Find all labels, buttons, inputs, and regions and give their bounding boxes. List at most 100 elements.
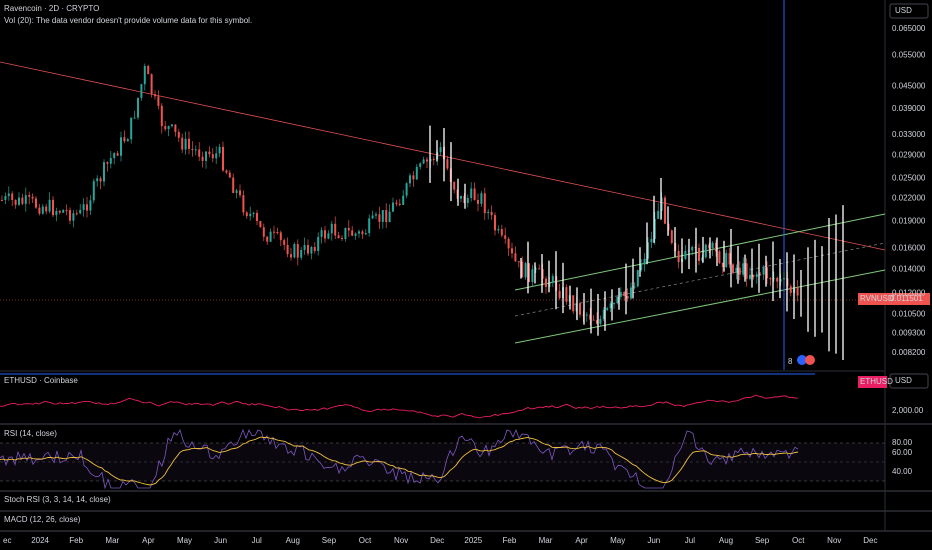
- candle-body: [650, 238, 653, 243]
- price-label: 0.022000: [892, 194, 926, 203]
- candle-body: [137, 97, 139, 118]
- candle-body: [273, 231, 275, 233]
- event-icon[interactable]: [797, 355, 807, 365]
- candle-body: [181, 137, 184, 150]
- candle-body: [368, 218, 371, 234]
- time-label: Nov: [394, 536, 408, 545]
- candle-body: [48, 199, 51, 212]
- price-tag-value: 0.011501: [890, 294, 923, 303]
- price-label: 0.019000: [892, 217, 926, 226]
- candle-body: [358, 231, 360, 234]
- candle-body: [62, 209, 65, 213]
- candle-body: [222, 146, 224, 171]
- price-label: 0.012000: [892, 289, 926, 298]
- candle-body: [769, 278, 772, 280]
- candle-body: [334, 223, 337, 236]
- time-label: May: [177, 536, 192, 545]
- candle-body: [194, 149, 197, 151]
- candle-body: [677, 250, 680, 263]
- candle-body: [415, 166, 418, 180]
- candle-body: [205, 151, 207, 161]
- candle-body: [776, 277, 779, 282]
- price-label: 0.055000: [892, 50, 926, 59]
- candle-body: [521, 261, 524, 278]
- candle-body: [276, 232, 279, 234]
- candle-body: [538, 268, 541, 270]
- candle-body: [749, 274, 751, 279]
- currency-box[interactable]: [889, 373, 929, 389]
- currency: USD: [895, 6, 912, 15]
- event-icon[interactable]: [805, 355, 815, 365]
- candle-body: [596, 320, 598, 324]
- rsi-axis-label: 40.00: [892, 467, 913, 476]
- candle-body: [470, 188, 473, 198]
- candle-body: [11, 193, 14, 200]
- candle-body: [572, 295, 575, 312]
- candle-body: [266, 236, 269, 242]
- candle-body: [691, 246, 694, 251]
- candle-body: [531, 269, 534, 282]
- candle-body: [422, 159, 425, 164]
- candle-body: [307, 245, 309, 254]
- candle-body: [738, 267, 741, 275]
- candle-body: [473, 188, 476, 200]
- candle-body: [109, 158, 112, 164]
- time-label: Jul: [685, 536, 695, 545]
- candle-body: [354, 233, 357, 236]
- candle-body: [28, 195, 31, 197]
- candle-body: [507, 238, 510, 249]
- candle-body: [79, 209, 82, 214]
- marks: [0, 63, 844, 490]
- time-label: Apr: [142, 536, 155, 545]
- candle-body: [392, 202, 394, 212]
- candle-body: [623, 291, 626, 296]
- candle-body: [626, 295, 629, 299]
- candle-body: [453, 182, 456, 190]
- rsi-axis-label: 60.00: [892, 448, 913, 457]
- candle-body: [52, 199, 54, 216]
- time-label: Feb: [503, 536, 517, 545]
- candle-body: [283, 240, 286, 245]
- candle-body: [752, 274, 755, 277]
- candle-body: [69, 210, 71, 221]
- candle-body: [524, 263, 527, 278]
- candle-body: [218, 146, 221, 154]
- candle-body: [303, 245, 306, 250]
- time-label: Mar: [539, 536, 553, 545]
- candle-body: [249, 213, 252, 217]
- candle-body: [259, 221, 262, 228]
- candle-body: [147, 65, 150, 75]
- time-label: ec: [3, 536, 11, 545]
- rsi-ma: [0, 436, 799, 486]
- pane-title: ETHUSD · Coinbase: [4, 376, 78, 385]
- candle-body: [636, 270, 639, 287]
- candle-body: [721, 262, 724, 268]
- candle-body: [381, 210, 384, 222]
- candle-body: [480, 193, 483, 204]
- candle-body: [293, 244, 296, 258]
- candle-body: [96, 178, 99, 182]
- candle-body: [602, 309, 605, 320]
- candle-body: [534, 268, 537, 270]
- candle-body: [344, 227, 347, 239]
- eth-axis-label: 2,000.00: [892, 406, 924, 415]
- candle-body: [419, 163, 422, 167]
- currency-box[interactable]: [889, 3, 929, 19]
- candle-body: [439, 147, 442, 153]
- candle-body: [657, 210, 660, 219]
- candle-body: [361, 231, 364, 235]
- candle-body: [385, 210, 388, 223]
- candle-body: [262, 227, 265, 237]
- candle-body: [789, 286, 792, 293]
- candle-body: [92, 181, 95, 201]
- candle-body: [133, 117, 136, 119]
- pane-title: MACD (12, 26, close): [4, 515, 81, 524]
- candle-body: [21, 197, 24, 204]
- candle-body: [157, 96, 160, 106]
- candle-body: [565, 287, 568, 302]
- candle-body: [643, 258, 646, 265]
- candle-body: [201, 156, 204, 161]
- candle-body: [38, 207, 41, 214]
- candle-body: [45, 206, 48, 212]
- candle-body: [160, 105, 163, 127]
